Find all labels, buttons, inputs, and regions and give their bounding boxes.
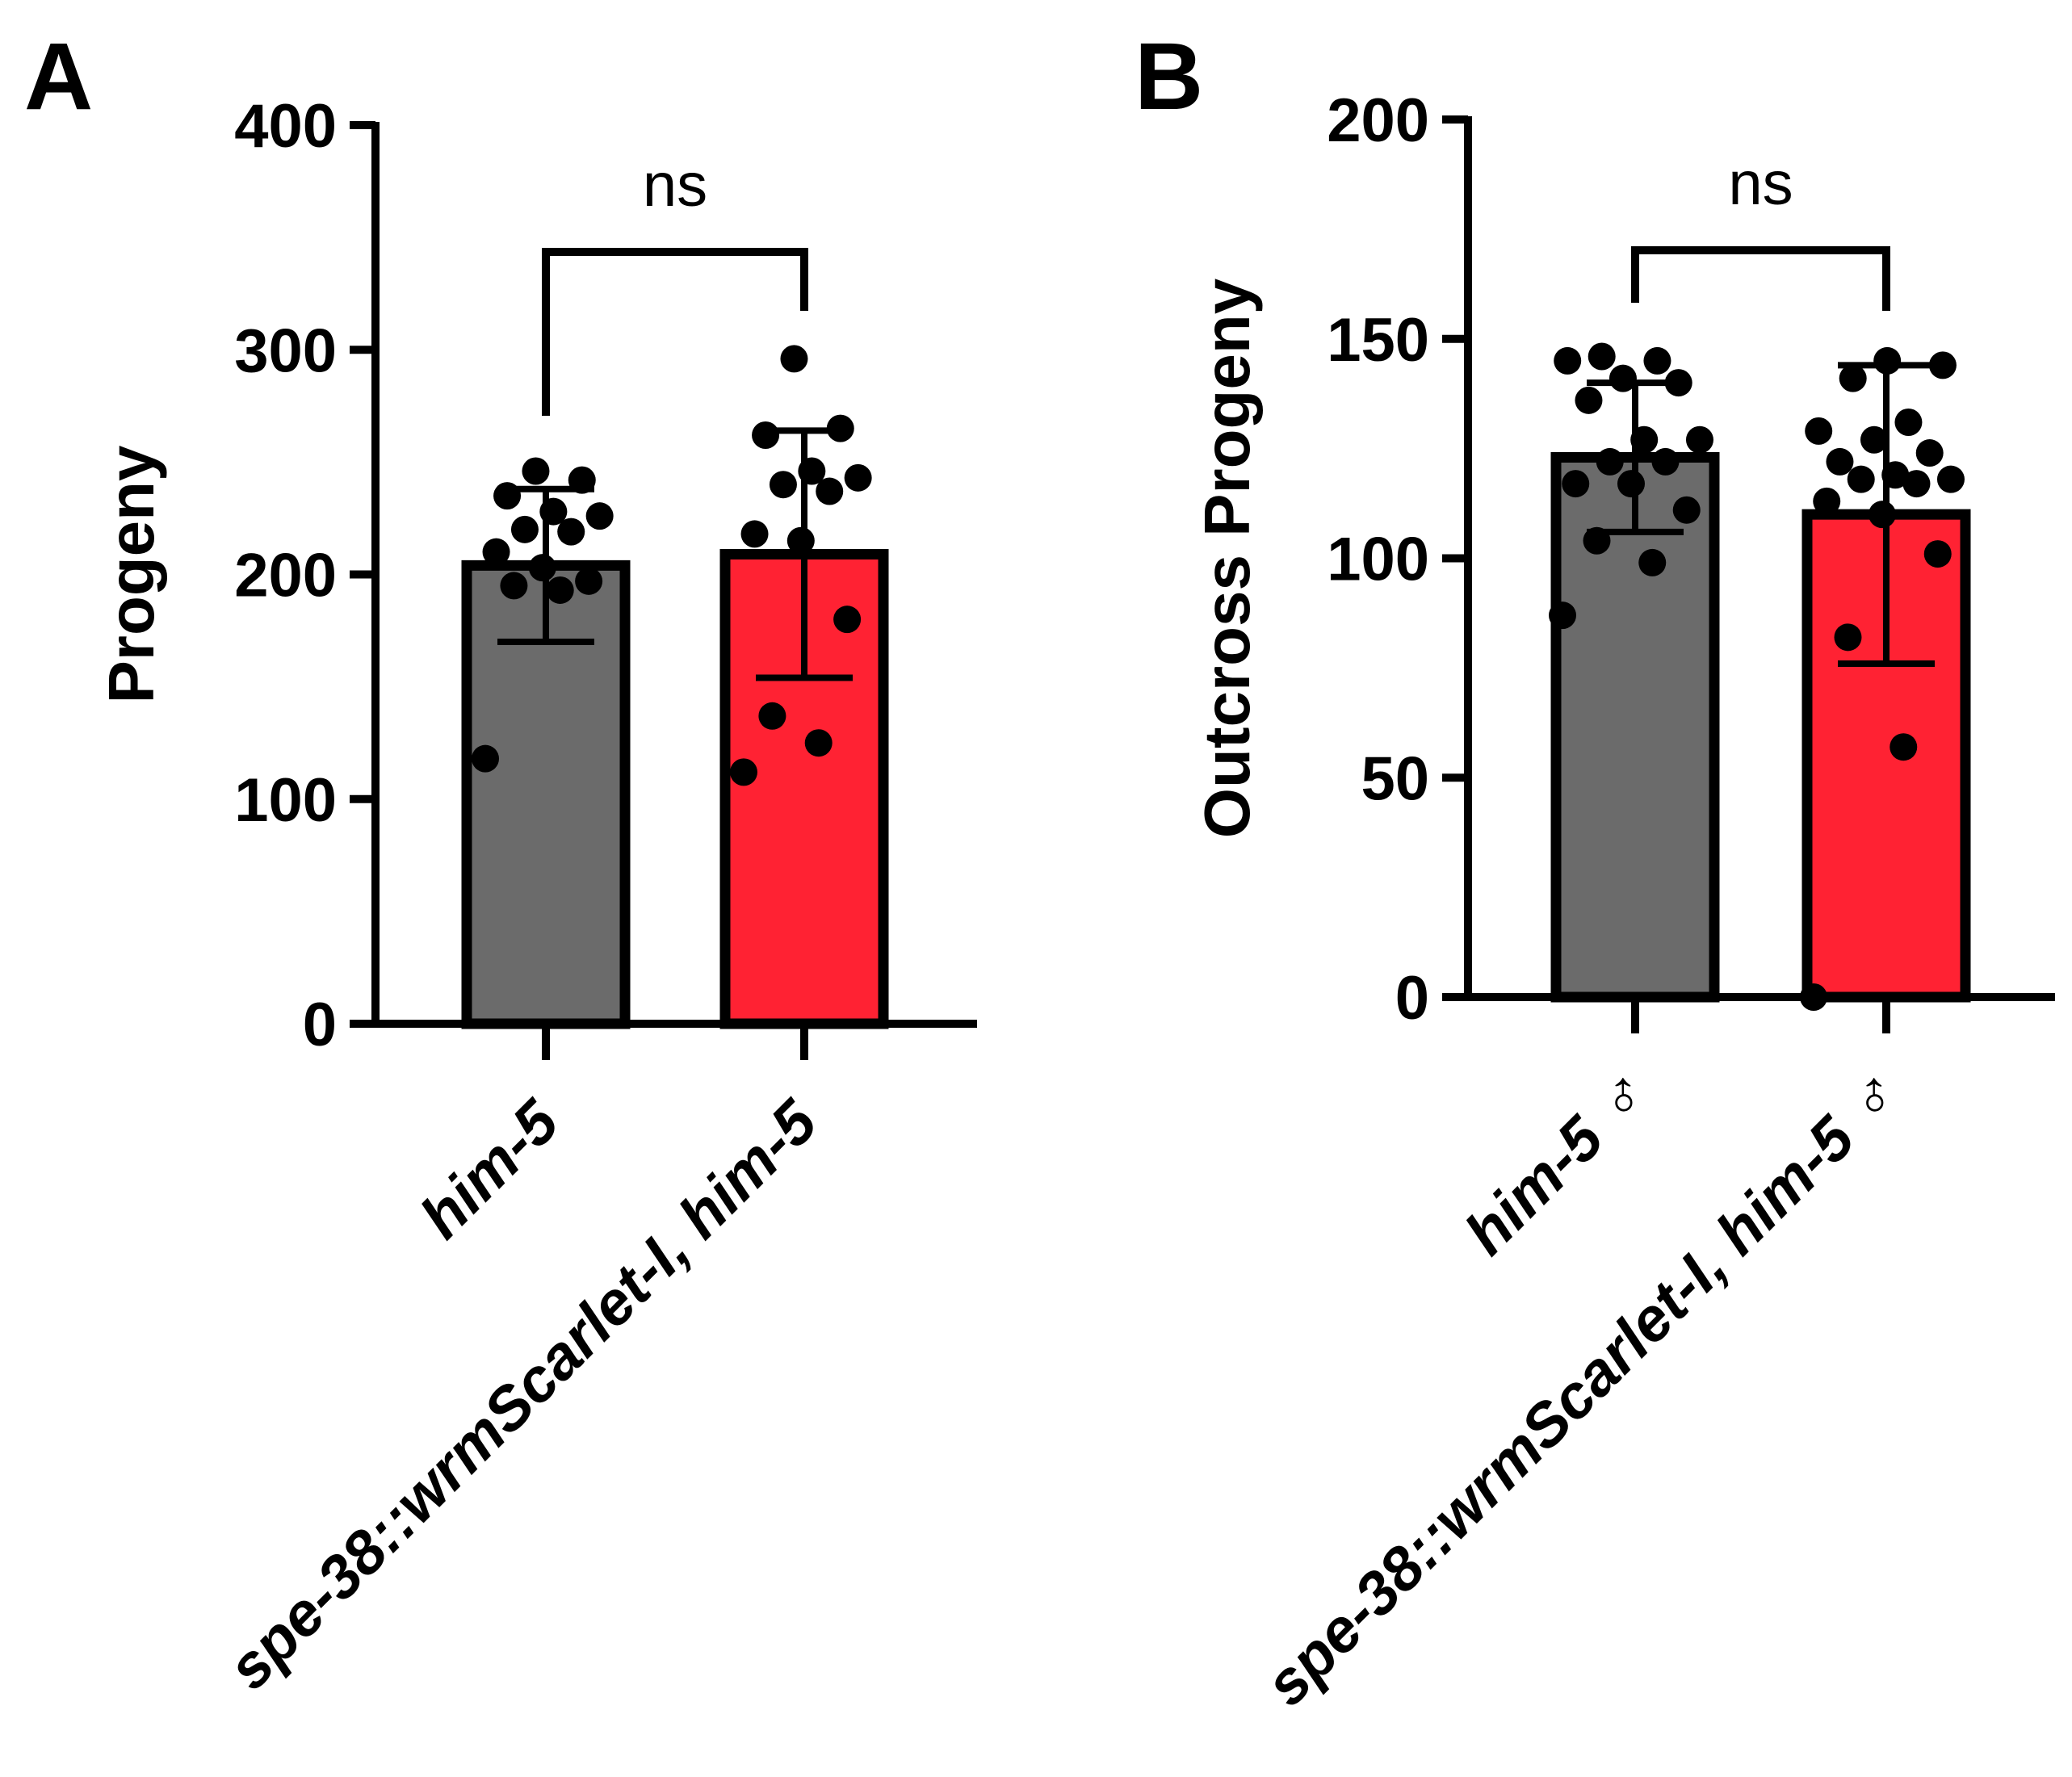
panel-b-data-point	[1651, 447, 1680, 476]
panel-b-data-point	[1915, 439, 1944, 467]
panel-b-y-tick-label: 0	[1395, 964, 1429, 1033]
panel-b-data-point	[1588, 342, 1616, 371]
panel-a-data-point	[780, 345, 808, 373]
panel-a-data-point	[522, 457, 550, 485]
panel-a-data-point	[786, 526, 815, 555]
panel-b-data-point	[1894, 409, 1923, 437]
panel-a-significance-label: ns	[643, 151, 707, 220]
panel-a-y-axis-label: Progeny	[95, 445, 167, 704]
panel-a-data-point	[472, 744, 499, 773]
panel-b-significance-label: ns	[1728, 149, 1793, 218]
panel-b-data-point	[1847, 465, 1875, 493]
panel-a-data-point	[546, 576, 574, 604]
panel-a-data-point	[816, 477, 844, 505]
panel-b-data-point	[1805, 417, 1833, 445]
panel-b-y-tick-label: 150	[1327, 306, 1429, 375]
panel-b-y-tick-label: 50	[1361, 744, 1429, 813]
chart-panel-a: 0100200300400Progenyhim-5spe-38::wrmScar…	[95, 92, 977, 1703]
panel-a-y-tick-label: 400	[234, 92, 337, 161]
panel-a-data-point	[769, 471, 797, 499]
panel-b-data-point	[1672, 496, 1701, 524]
panel-b-data-point	[1923, 540, 1952, 568]
panel-a-y-tick-label: 100	[234, 766, 337, 835]
panel-b-data-point	[1562, 470, 1590, 498]
panel-b-y-axis-label: Outcross Progeny	[1191, 278, 1263, 838]
panel-a-significance-bracket	[542, 248, 808, 416]
panel-a-data-point	[752, 421, 780, 449]
panel-b-data-point	[1813, 487, 1841, 515]
panel-a-data-point	[510, 515, 539, 543]
panel-b-data-point	[1575, 386, 1603, 414]
panel-a-data-point	[804, 729, 833, 757]
panel-b-data-point	[1860, 425, 1888, 454]
panel-b-significance-bracket	[1631, 246, 1890, 311]
panel-b-data-point	[1617, 470, 1645, 498]
panel-letter-a: A	[24, 23, 93, 130]
panel-a-x-category-label: him-5	[408, 1087, 573, 1252]
panel-b-data-point	[1554, 346, 1582, 375]
panel-b-data-point	[1549, 601, 1576, 630]
panel-b-data-point	[1902, 470, 1931, 498]
panel-a-data-point	[528, 554, 556, 582]
panel-b-data-point	[1839, 364, 1867, 392]
panel-a-data-point	[730, 758, 757, 786]
panel-a-y-tick-label: 0	[303, 991, 337, 1059]
panel-b-data-point	[1800, 983, 1827, 1011]
panel-a-data-point	[758, 702, 786, 730]
panel-a-data-point	[833, 606, 862, 634]
panel-b-data-point	[1826, 447, 1854, 476]
panel-b-data-point	[1638, 548, 1667, 576]
panel-b-y-tick-label: 100	[1327, 526, 1429, 594]
panel-a-data-point	[740, 520, 769, 548]
panel-b-data-point	[1685, 425, 1713, 454]
panel-a-data-point	[844, 463, 872, 492]
panel-a-y-tick-label: 200	[234, 542, 337, 610]
panel-b-data-point	[1890, 733, 1918, 761]
panel-b-data-point	[1643, 346, 1671, 375]
panel-b-data-point	[1928, 351, 1957, 379]
panel-b-x-category-label: him-5 ♂	[1452, 1059, 1661, 1268]
panel-a-data-point	[585, 502, 614, 530]
panel-a-data-point	[500, 572, 528, 600]
panel-a-data-point	[557, 518, 585, 546]
panel-a-data-point	[575, 567, 603, 595]
panel-letter-b: B	[1135, 23, 1203, 130]
panel-b-data-point	[1868, 501, 1896, 529]
panel-b-data-point	[1834, 623, 1862, 652]
panel-a-y-tick-label: 300	[234, 316, 337, 385]
panel-b-y-tick-label: 200	[1327, 86, 1429, 155]
panel-b-data-point	[1596, 447, 1624, 476]
panel-b-bar-0	[1550, 451, 1720, 1003]
panel-b-data-point	[1936, 465, 1965, 493]
panel-a-data-point	[482, 538, 510, 566]
